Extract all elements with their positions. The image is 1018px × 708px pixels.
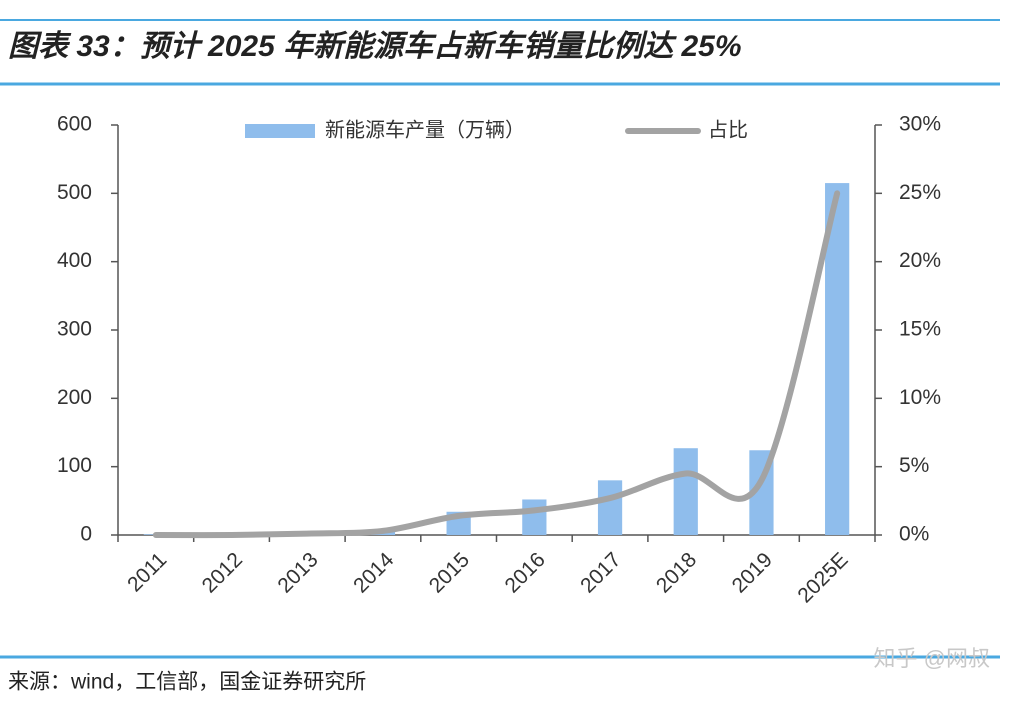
source: 来源：wind，工信部，国金证券研究所	[8, 671, 366, 694]
x-tick-label: 2018	[652, 548, 701, 597]
y-tick-label: 500	[57, 181, 92, 204]
bar	[597, 480, 623, 535]
y2-tick-label: 15%	[899, 318, 941, 341]
watermark: 知乎 @网叔	[874, 646, 990, 671]
bar	[522, 499, 547, 535]
y2-tick-label: 20%	[899, 249, 941, 272]
x-tick-label: 2017	[576, 548, 625, 597]
x-tick-label: 2016	[501, 548, 550, 597]
y2-tick-label: 5%	[899, 454, 929, 477]
x-tick-label: 2019	[728, 548, 777, 597]
legend-label: 新能源车产量（万辆）	[325, 118, 525, 141]
y-tick-label: 300	[57, 318, 92, 341]
legend-label: 占比	[708, 118, 748, 141]
y-tick-label: 200	[57, 386, 92, 409]
x-tick-label: 2015	[425, 548, 474, 597]
legend-swatch	[245, 124, 315, 138]
bar	[673, 448, 698, 535]
line	[152, 190, 841, 539]
x-tick-label: 2013	[273, 548, 322, 597]
x-tick-label: 2011	[123, 548, 171, 596]
y-tick-label: 600	[57, 113, 92, 136]
y-tick-label: 100	[57, 454, 92, 477]
y-tick-label: 400	[57, 249, 92, 272]
y2-tick-label: 30%	[899, 113, 941, 136]
y2-tick-label: 10%	[899, 386, 941, 409]
x-tick-label: 2012	[198, 548, 247, 597]
x-tick-label: 2025E	[793, 548, 852, 607]
y2-tick-label: 0%	[899, 523, 929, 546]
bar	[825, 183, 850, 536]
y-tick-label: 0	[80, 523, 92, 546]
chart-title: 图表 33：预计 2025 年新能源车占新车销量比例达 25%	[8, 30, 742, 63]
y2-tick-label: 25%	[899, 181, 941, 204]
x-tick-label: 2014	[349, 548, 399, 598]
